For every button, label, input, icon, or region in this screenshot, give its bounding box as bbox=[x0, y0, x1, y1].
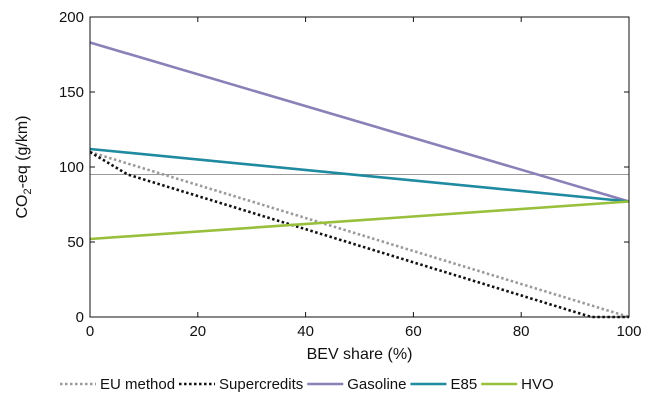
x-tick-label: 20 bbox=[189, 323, 206, 340]
y-tick-label: 0 bbox=[76, 309, 84, 326]
x-tick-label: 80 bbox=[513, 323, 530, 340]
series-line-supercredits bbox=[89, 150, 629, 319]
legend-label-gasoline: Gasoline bbox=[347, 376, 406, 393]
legend-label-supercredits: Supercredits bbox=[219, 376, 303, 393]
y-axis-title: CO2-eq (g/km) bbox=[14, 115, 34, 218]
x-tick-label: 60 bbox=[405, 323, 422, 340]
y-tick-label: 100 bbox=[59, 159, 84, 176]
y-axis-title-subscript: 2 bbox=[22, 188, 34, 194]
x-tick-label: 40 bbox=[297, 323, 314, 340]
legend-label-hvo: HVO bbox=[521, 376, 554, 393]
legend-label-e85: E85 bbox=[450, 376, 477, 393]
y-tick-label: 200 bbox=[59, 9, 84, 26]
series-line-hvo bbox=[89, 200, 630, 241]
y-axis-title-main: CO bbox=[14, 195, 31, 219]
series-line-eu-method bbox=[89, 150, 630, 319]
y-axis-title-rest: -eq (g/km) bbox=[14, 115, 31, 188]
x-axis-title: BEV share (%) bbox=[307, 346, 413, 363]
x-tick-label: 100 bbox=[616, 323, 641, 340]
y-tick-label: 50 bbox=[67, 234, 84, 251]
legend-label-eu-method: EU method bbox=[100, 376, 175, 393]
series-line-gasoline bbox=[89, 41, 630, 203]
series-line-e85 bbox=[89, 147, 630, 203]
plot-frame bbox=[89, 16, 630, 318]
y-tick-label: 150 bbox=[59, 84, 84, 101]
x-tick-label: 0 bbox=[86, 323, 94, 340]
legend: EU method Supercredits Gasoline E85 HVO bbox=[60, 376, 554, 393]
